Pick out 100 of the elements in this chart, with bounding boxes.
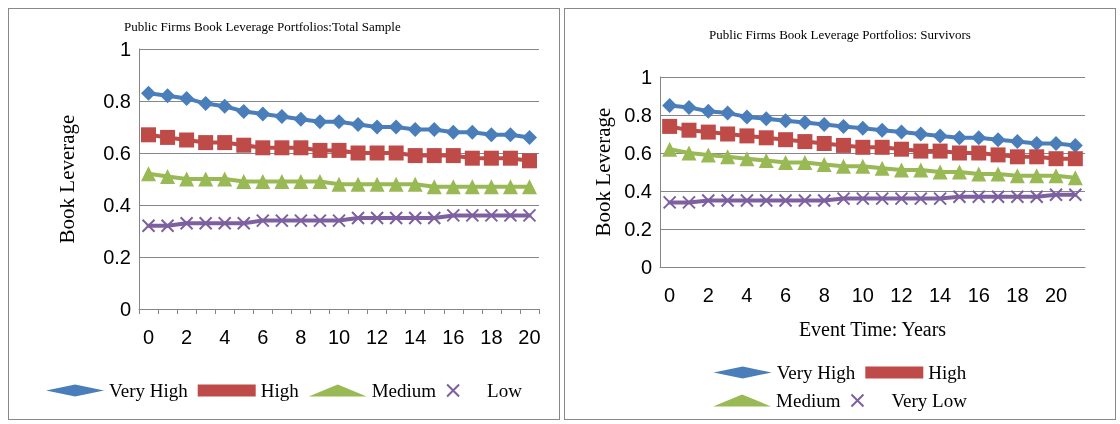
- point: [369, 119, 385, 135]
- point: [952, 189, 967, 204]
- point: [370, 211, 385, 225]
- point: [681, 195, 696, 210]
- point: [217, 216, 232, 231]
- point: [1029, 189, 1044, 204]
- x-tick-label: 12: [890, 284, 913, 306]
- point: [893, 162, 909, 178]
- y-tick-label: 0.6: [624, 142, 652, 164]
- point: [274, 109, 290, 125]
- y-tick-label: 1: [640, 66, 652, 88]
- x-tick-label: 18: [1006, 284, 1029, 306]
- point: [521, 179, 537, 195]
- point: [236, 137, 252, 153]
- point: [971, 189, 986, 204]
- x-tick-label: 0: [664, 284, 676, 306]
- y-tick-label: 0.4: [624, 180, 652, 202]
- point: [503, 208, 518, 223]
- point: [874, 139, 890, 155]
- x-tick-label: 2: [702, 284, 714, 306]
- point: [141, 85, 157, 101]
- point: [662, 141, 678, 157]
- x-tick-label: 10: [327, 326, 351, 348]
- point: [797, 134, 813, 150]
- point: [990, 147, 1006, 163]
- point: [797, 115, 813, 131]
- point: [739, 109, 755, 125]
- point: [700, 124, 716, 140]
- chart-title: Public Firms Book Leverage Portfolios:Total Sample: [124, 19, 401, 34]
- point: [502, 127, 518, 143]
- x-tick-label: 20: [518, 326, 541, 348]
- point: [700, 103, 716, 119]
- point: [759, 193, 774, 208]
- point: [778, 113, 794, 129]
- point: [274, 213, 289, 228]
- x-tick-label: 4: [219, 326, 231, 348]
- legend-label: Medium: [776, 390, 841, 411]
- point: [312, 174, 328, 190]
- point: [198, 96, 214, 112]
- chart-title: Public Firms Book Leverage Portfolios: Survivors: [709, 27, 971, 42]
- point: [236, 103, 252, 119]
- point: [407, 148, 423, 164]
- point: [797, 193, 812, 208]
- point: [236, 216, 251, 231]
- point: [312, 114, 328, 130]
- point: [662, 98, 678, 113]
- point: [836, 137, 852, 153]
- point: [816, 156, 832, 172]
- point: [521, 153, 537, 169]
- point: [893, 124, 909, 140]
- point: [797, 155, 813, 170]
- point: [893, 141, 909, 157]
- point: [1029, 149, 1045, 165]
- point: [484, 208, 499, 223]
- y-tick-label: 0.2: [624, 218, 652, 240]
- point: [464, 150, 480, 166]
- x-tick-label: 6: [257, 326, 269, 348]
- point: [894, 191, 909, 206]
- point: [913, 191, 928, 206]
- point: [933, 191, 948, 206]
- point: [236, 174, 252, 190]
- x-tick-label: 18: [480, 326, 503, 348]
- point: [179, 216, 194, 231]
- point: [874, 160, 890, 176]
- point: [350, 145, 366, 161]
- point: [662, 195, 677, 210]
- point: [502, 179, 518, 195]
- point: [388, 119, 404, 135]
- point: [720, 193, 735, 208]
- y-tick-label: 0.8: [624, 104, 652, 126]
- point: [198, 216, 213, 231]
- y-tick-label: 0.8: [103, 90, 131, 112]
- legend-label: Very Low: [891, 390, 968, 411]
- point: [141, 166, 157, 182]
- point: [255, 174, 271, 190]
- point: [331, 142, 347, 158]
- point: [179, 132, 195, 148]
- point: [991, 189, 1006, 204]
- point: [293, 140, 309, 156]
- point: [1048, 151, 1064, 167]
- point: [160, 168, 176, 184]
- x-tick-label: 16: [442, 326, 465, 348]
- point: [720, 126, 736, 142]
- point: [951, 164, 967, 180]
- point: [1009, 134, 1025, 150]
- point: [274, 140, 290, 156]
- point: [836, 191, 851, 206]
- point: [446, 208, 461, 223]
- point: [179, 90, 195, 106]
- point: [408, 211, 423, 225]
- point: [681, 99, 697, 115]
- legend-label: Low: [487, 380, 523, 401]
- point: [932, 128, 948, 144]
- point: [255, 106, 271, 122]
- x-axis-title: Event Time: Years: [798, 318, 947, 340]
- point: [778, 155, 794, 170]
- point: [855, 158, 871, 174]
- point: [739, 193, 754, 208]
- point: [407, 122, 423, 138]
- point: [198, 135, 214, 151]
